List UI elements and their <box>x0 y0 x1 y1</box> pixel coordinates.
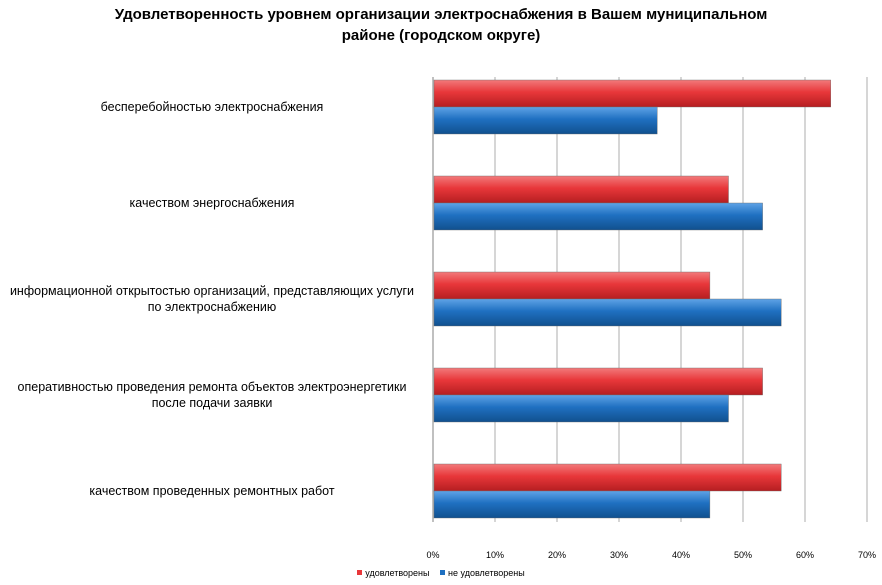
bar-satisfied <box>433 79 831 108</box>
legend-swatch-red <box>357 570 363 575</box>
category-label: качеством энергоснабжения <box>130 196 295 210</box>
bar-satisfied <box>433 175 729 204</box>
x-tick-label: 0% <box>426 550 439 560</box>
gridlines <box>432 77 868 522</box>
category-label: по электроснабжению <box>148 300 276 314</box>
x-tick-label: 20% <box>548 550 566 560</box>
category-label: качеством проведенных ремонтных работ <box>89 484 334 498</box>
legend-item-not-satisfied: не удовлетворены <box>440 567 525 579</box>
legend-label: удовлетворены <box>365 568 430 578</box>
category-label: оперативностью проведения ремонта объект… <box>18 380 407 394</box>
bar-not-satisfied <box>433 394 729 423</box>
bar-not-satisfied <box>433 202 763 231</box>
x-axis-tick-labels: 0% 10% 20% 30% 40% 50% 60% 70% <box>426 550 876 560</box>
legend: удовлетворены не удовлетворены <box>0 567 882 579</box>
x-tick-label: 30% <box>610 550 628 560</box>
bar-satisfied <box>433 271 711 300</box>
x-tick-label: 10% <box>486 550 504 560</box>
bars <box>433 79 831 519</box>
x-tick-label: 60% <box>796 550 814 560</box>
category-label: информационной открытостью организаций, … <box>10 284 414 298</box>
bar-not-satisfied <box>433 298 782 327</box>
bar-not-satisfied <box>433 106 658 135</box>
x-tick-label: 40% <box>672 550 690 560</box>
chart-title-line-1: Удовлетворенность уровнем организации эл… <box>114 6 768 23</box>
chart-title-line-2: районе (городском округе) <box>341 27 541 44</box>
bar-satisfied <box>433 367 763 396</box>
category-label: бесперебойностью электроснабжения <box>101 100 324 114</box>
category-labels: бесперебойностью электроснабжения качеств… <box>10 100 414 498</box>
category-label: после подачи заявки <box>152 396 273 410</box>
x-tick-label: 50% <box>734 550 752 560</box>
x-tick-label: 70% <box>858 550 876 560</box>
bar-not-satisfied <box>433 490 711 519</box>
legend-swatch-blue <box>440 570 446 575</box>
legend-label: не удовлетворены <box>448 568 525 578</box>
legend-item-satisfied: удовлетворены <box>357 567 430 579</box>
bar-satisfied <box>433 463 782 492</box>
chart-title: Удовлетворенность уровнем организации эл… <box>0 4 882 46</box>
